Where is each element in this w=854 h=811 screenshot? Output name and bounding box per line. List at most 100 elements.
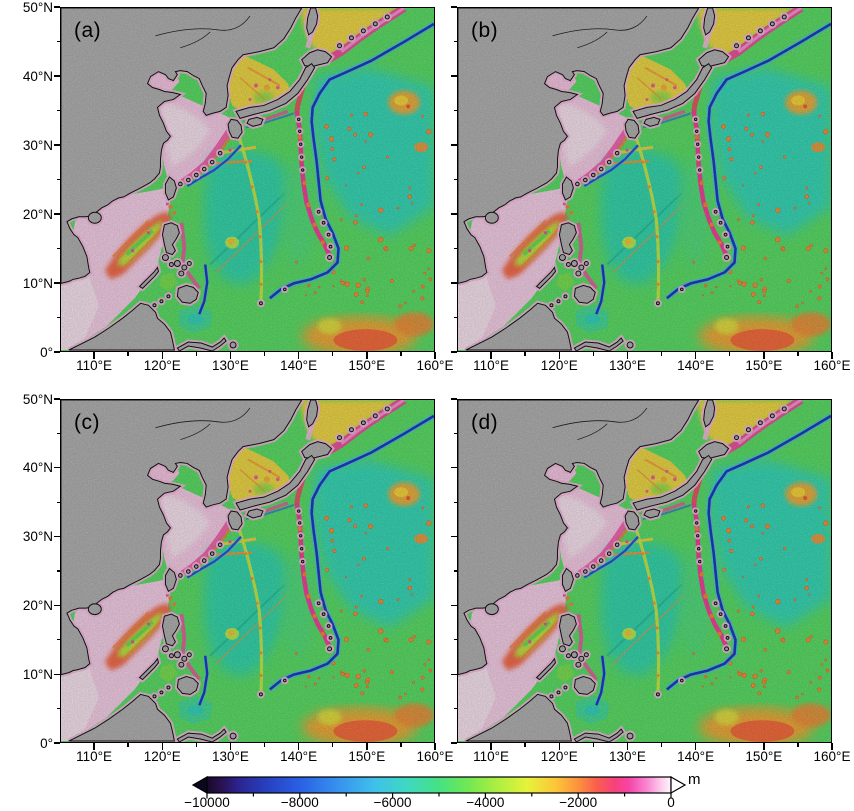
axis-tick-minor <box>592 352 595 356</box>
axis-tick-minor <box>263 352 266 356</box>
colorbar-tick-minor <box>345 793 347 797</box>
lon-axis-label: 140°E <box>677 358 715 373</box>
lon-axis-label: 150°E <box>745 358 783 373</box>
lon-axis-label: 130°E <box>608 358 646 373</box>
lon-axis-label: 130°E <box>211 358 249 373</box>
axis-tick-major <box>490 352 492 359</box>
axis-tick-major <box>490 743 492 750</box>
panel-label-c: (c) <box>74 411 100 434</box>
axis-tick-minor <box>56 40 60 43</box>
lon-axis-label: 120°E <box>143 749 181 764</box>
colorbar-tick-label: −10000 <box>184 795 230 810</box>
axis-tick-major <box>450 351 457 353</box>
colorbar-gradient-bar <box>206 776 672 794</box>
axis-tick-major <box>450 75 457 77</box>
lat-axis-label: 50°N <box>22 391 53 407</box>
lon-axis-label: 110°E <box>473 749 510 764</box>
lon-axis-label: 160°E <box>813 358 851 373</box>
colorbar-ticks <box>206 793 672 799</box>
axis-tick-major <box>53 351 60 353</box>
bathymetry-map-a <box>61 8 434 351</box>
axis-tick-major <box>763 352 765 359</box>
axis-tick-major <box>297 352 300 359</box>
axis-tick-minor <box>592 743 595 747</box>
colorbar <box>191 775 687 799</box>
panel-label-a: (a) <box>74 19 102 42</box>
axis-tick-major <box>366 743 368 750</box>
lat-axis-label: 50°N <box>22 0 53 15</box>
axis-tick-minor <box>453 570 457 572</box>
axis-tick-minor <box>56 501 60 503</box>
axis-tick-major <box>626 743 629 750</box>
lon-axis-label: 120°E <box>540 358 578 373</box>
axis-tick-major <box>366 352 368 359</box>
lat-axis-label: 40°N <box>22 68 53 84</box>
axis-tick-minor <box>263 743 266 747</box>
bathymetry-map-b <box>458 8 831 351</box>
lat-axis-label: 10°N <box>22 666 53 682</box>
map-panel-d: (d) <box>457 399 832 743</box>
colorbar-tick-label: −4000 <box>466 795 505 810</box>
colorbar-tick-label: 0 <box>667 795 675 810</box>
axis-tick-minor <box>729 352 731 356</box>
axis-tick-major <box>93 352 95 359</box>
axis-tick-minor <box>195 352 198 356</box>
colorbar-right-arrow <box>670 775 687 795</box>
lon-axis-label: 110°E <box>76 749 113 764</box>
axis-tick-minor <box>660 743 663 747</box>
lon-axis-label: 120°E <box>540 749 578 764</box>
axis-tick-minor <box>56 178 60 181</box>
axis-tick-major <box>450 673 457 675</box>
axis-tick-major <box>53 467 60 469</box>
map-panel-a: (a) <box>60 7 435 352</box>
lon-axis-label: 130°E <box>211 749 249 764</box>
lon-axis-label: 130°E <box>608 749 646 764</box>
lat-axis-label: 10°N <box>22 275 53 291</box>
axis-tick-major <box>450 144 457 146</box>
axis-tick-major <box>831 743 833 750</box>
lon-axis-label: 160°E <box>416 749 454 764</box>
axis-tick-major <box>694 352 697 359</box>
colorbar-tick-major <box>206 793 208 799</box>
axis-tick-minor <box>332 352 334 356</box>
axis-tick-minor <box>797 352 799 356</box>
panel-label-d: (d) <box>471 411 499 434</box>
axis-tick-major <box>53 144 60 146</box>
axis-tick-minor <box>127 743 129 747</box>
colorbar-tick-major <box>484 793 486 799</box>
colorbar-tick-major <box>670 793 672 799</box>
colorbar-tick-label: −6000 <box>373 795 412 810</box>
axis-tick-minor <box>524 352 526 356</box>
axis-tick-major <box>229 743 232 750</box>
lat-axis-label: 30°N <box>22 137 53 153</box>
axis-tick-major <box>434 743 436 750</box>
bathymetry-map-c <box>61 400 434 742</box>
lon-axis-label: 110°E <box>473 358 510 373</box>
axis-tick-minor <box>56 570 60 572</box>
axis-tick-major <box>53 213 60 215</box>
lon-axis-label: 110°E <box>76 358 113 373</box>
axis-tick-major <box>450 604 457 607</box>
axis-tick-major <box>161 743 163 750</box>
colorbar-tick-label: −2000 <box>559 795 598 810</box>
panel-label-b: (b) <box>471 19 499 42</box>
axis-tick-minor <box>56 247 60 250</box>
colorbar-tick-major <box>392 793 394 799</box>
bathymetry-map-d <box>458 400 831 742</box>
lon-axis-label: 140°E <box>677 749 715 764</box>
axis-tick-major <box>53 673 60 675</box>
axis-tick-major <box>53 535 60 538</box>
axis-tick-major <box>450 282 457 284</box>
axis-tick-minor <box>797 743 799 747</box>
lon-axis-label: 140°E <box>280 749 318 764</box>
axis-tick-minor <box>453 316 457 319</box>
axis-tick-major <box>450 6 457 8</box>
lon-axis-label: 120°E <box>143 358 181 373</box>
axis-tick-minor <box>453 40 457 43</box>
axis-tick-minor <box>453 178 457 181</box>
axis-tick-minor <box>729 743 731 747</box>
axis-tick-minor <box>56 432 60 435</box>
axis-tick-major <box>53 742 60 744</box>
axis-tick-major <box>93 743 95 750</box>
